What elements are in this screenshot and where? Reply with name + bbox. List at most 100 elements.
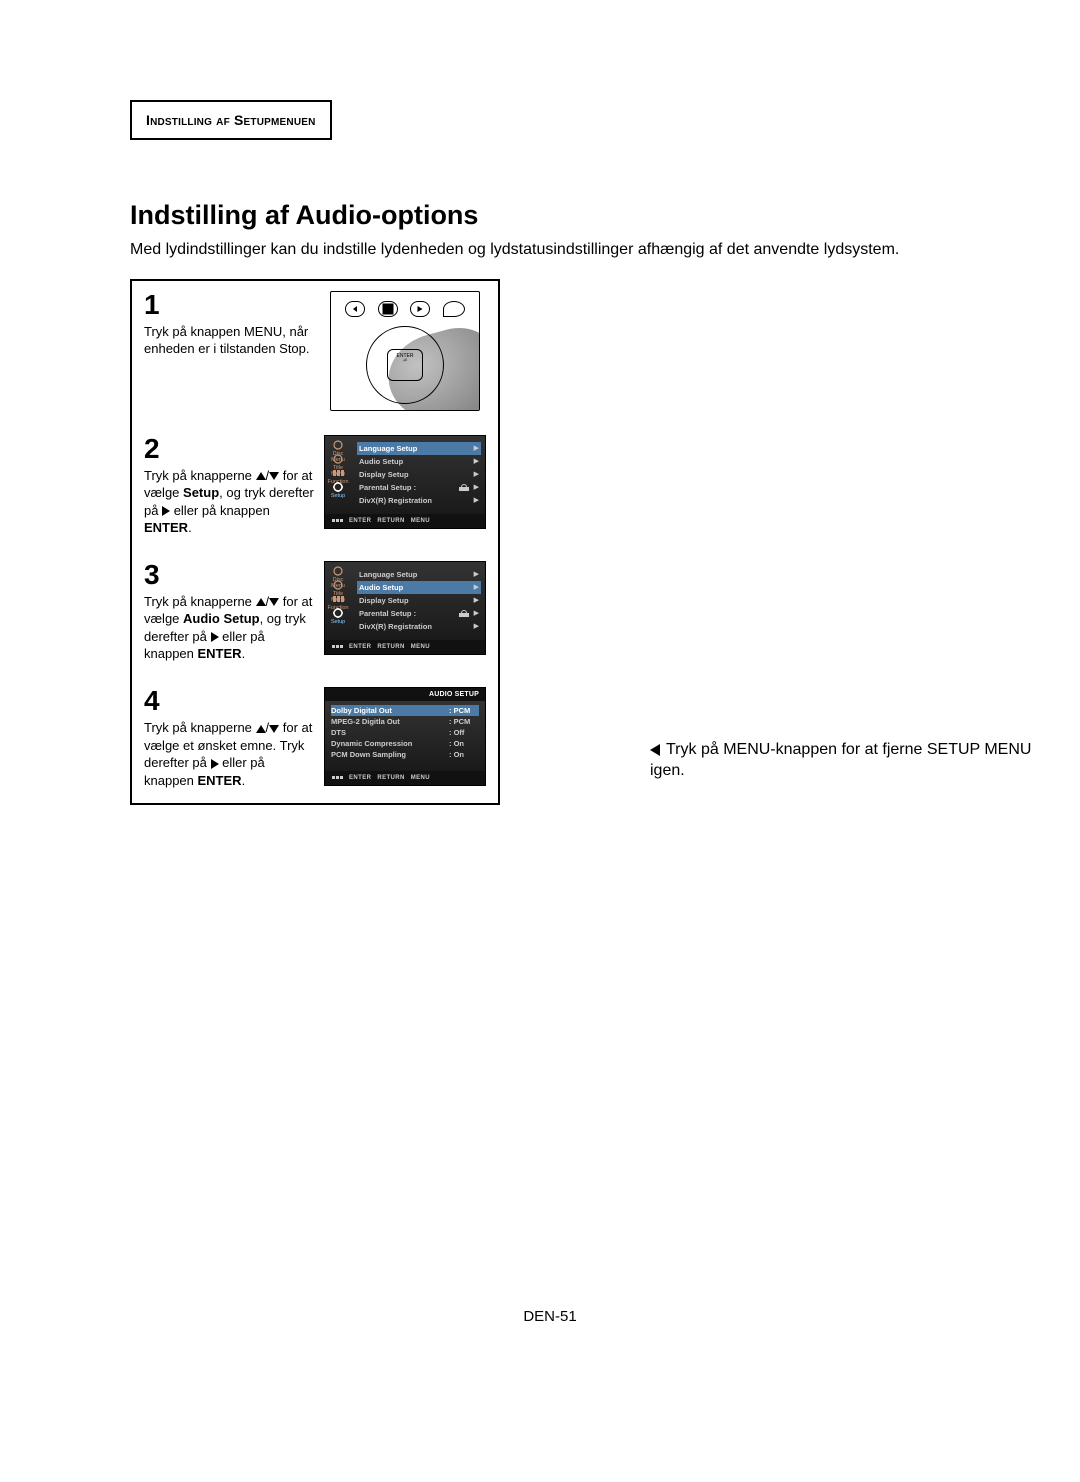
bold: ENTER (198, 773, 242, 788)
loop-button-icon (443, 301, 465, 317)
osd-item-label: Language Setup (359, 444, 469, 453)
bold: Audio Setup (183, 611, 260, 626)
osd-item-label: Language Setup (359, 570, 469, 579)
osd-item-label: Audio Setup (359, 583, 469, 592)
osd-footer: ENTER RETURN MENU (325, 514, 485, 528)
intro-paragraph: Med lydindstillinger kan du indstille ly… (130, 239, 970, 261)
caret-right-icon: ▶ (469, 570, 479, 578)
enter-button-icon: ENTER⏎ (387, 349, 423, 381)
side-note: Tryk på MENU-knappen for at fjerne SETUP… (650, 740, 1070, 782)
step-number: 4 (144, 687, 314, 715)
osd-row-key: PCM Down Sampling (331, 750, 449, 759)
step-1: 1 Tryk på knappen MENU, når enheden er i… (132, 281, 498, 425)
section-header-text: Indstilling af Setupmenuen (146, 112, 316, 128)
left-arrow-icon (650, 744, 660, 756)
step-number: 2 (144, 435, 314, 463)
footer-enter: ENTER (349, 644, 371, 650)
footer-return: RETURN (377, 518, 404, 524)
side-note-text: Tryk på MENU-knappen for at fjerne SETUP… (650, 741, 1031, 779)
steps-container: 1 Tryk på knappen MENU, når enheden er i… (130, 279, 500, 806)
osd-menu-item: Audio Setup▶ (357, 455, 481, 468)
osd-menu-item: Audio Setup▶ (357, 581, 481, 594)
step-2: 2 Tryk på knapperne / for at vælge Setup… (132, 425, 498, 551)
footer-menu: MENU (411, 775, 430, 781)
osd-audio-row: DTS: Off (331, 727, 479, 738)
osd-item-label: DivX(R) Registration (359, 622, 469, 631)
section-header-box: Indstilling af Setupmenuen (130, 100, 332, 140)
page-number: DEN-51 (523, 1308, 576, 1325)
lock-icon (459, 484, 469, 491)
osd-left-icon: Disc Menu (327, 566, 349, 580)
osd-menu-item: DivX(R) Registration▶ (357, 620, 481, 633)
step-text: Tryk på knapperne / for at vælge Setup, … (144, 467, 314, 537)
osd-audio-row: PCM Down Sampling: On (331, 749, 479, 760)
up-arrow-icon (256, 598, 266, 606)
dpad-ring: ENTER⏎ (366, 326, 444, 404)
text: . (242, 646, 246, 661)
osd-footer: ENTER RETURN MENU (325, 771, 485, 785)
osd-menu-item: Language Setup▶ (357, 442, 481, 455)
osd-menu-item: Display Setup▶ (357, 594, 481, 607)
step-4: 4 Tryk på knapperne / for at vælge et øn… (132, 677, 498, 803)
bold: Setup (183, 485, 219, 500)
caret-right-icon: ▶ (469, 496, 479, 504)
text: . (188, 520, 192, 535)
lock-icon (459, 610, 469, 617)
osd-row-value: : On (449, 750, 479, 759)
osd-audio-setup: AUDIO SETUP Dolby Digital Out: PCMMPEG-2… (324, 687, 486, 786)
osd-left-icon: Setup (327, 608, 349, 622)
footer-return: RETURN (377, 644, 404, 650)
footer-menu: MENU (411, 644, 430, 650)
osd-menu-item: Language Setup▶ (357, 568, 481, 581)
caret-right-icon: ▶ (469, 444, 479, 452)
footer-enter: ENTER (349, 775, 371, 781)
footer-menu: MENU (411, 518, 430, 524)
osd-item-label: Audio Setup (359, 457, 469, 466)
osd-row-value: : On (449, 739, 479, 748)
osd-row-key: Dolby Digital Out (331, 706, 449, 715)
text: Tryk på knapperne (144, 594, 256, 609)
footer-return: RETURN (377, 775, 404, 781)
caret-right-icon: ▶ (469, 583, 479, 591)
text: eller på knappen (170, 503, 270, 518)
nav-icon (331, 643, 343, 651)
caret-right-icon: ▶ (469, 470, 479, 478)
step-text: Tryk på knapperne / for at vælge et ønsk… (144, 719, 314, 789)
osd-setup-menu-step2: Disc MenuTitle MenuFunctionSetup Languag… (324, 435, 486, 529)
osd-left-icon: Function (327, 594, 349, 608)
caret-right-icon: ▶ (469, 457, 479, 465)
osd-item-label: Parental Setup : (359, 609, 455, 618)
caret-right-icon: ▶ (469, 609, 479, 617)
prev-button-icon (345, 301, 365, 317)
step-number: 1 (144, 291, 314, 319)
osd-left-icon: Function (327, 468, 349, 482)
osd-menu-item: Display Setup▶ (357, 468, 481, 481)
right-arrow-icon (162, 506, 170, 516)
right-arrow-icon (211, 632, 219, 642)
caret-right-icon: ▶ (469, 622, 479, 630)
osd-row-key: MPEG-2 Digitla Out (331, 717, 449, 726)
up-arrow-icon (256, 472, 266, 480)
osd-item-label: DivX(R) Registration (359, 496, 469, 505)
down-arrow-icon (269, 598, 279, 606)
osd-item-label: Display Setup (359, 596, 469, 605)
osd-row-key: DTS (331, 728, 449, 737)
nav-icon (331, 517, 343, 525)
osd-audio-row: Dolby Digital Out: PCM (331, 705, 479, 716)
osd-item-label: Parental Setup : (359, 483, 455, 492)
footer-enter: ENTER (349, 518, 371, 524)
step-text: Tryk på knapperne / for at vælge Audio S… (144, 593, 314, 663)
osd-left-icon: Setup (327, 482, 349, 496)
stop-button-icon (378, 301, 398, 317)
osd-audio-row: MPEG-2 Digitla Out: PCM (331, 716, 479, 727)
nav-icon (331, 774, 343, 782)
text: . (242, 773, 246, 788)
osd-menu-item: Parental Setup : ▶ (357, 607, 481, 620)
remote-illustration: ENTER⏎ (330, 291, 480, 411)
osd-row-value: : PCM (449, 706, 479, 715)
osd-setup-menu-step3: Disc MenuTitle MenuFunctionSetup Languag… (324, 561, 486, 655)
osd-row-value: : Off (449, 728, 479, 737)
page-title: Indstilling af Audio-options (130, 200, 970, 231)
down-arrow-icon (269, 725, 279, 733)
osd-item-label: Display Setup (359, 470, 469, 479)
